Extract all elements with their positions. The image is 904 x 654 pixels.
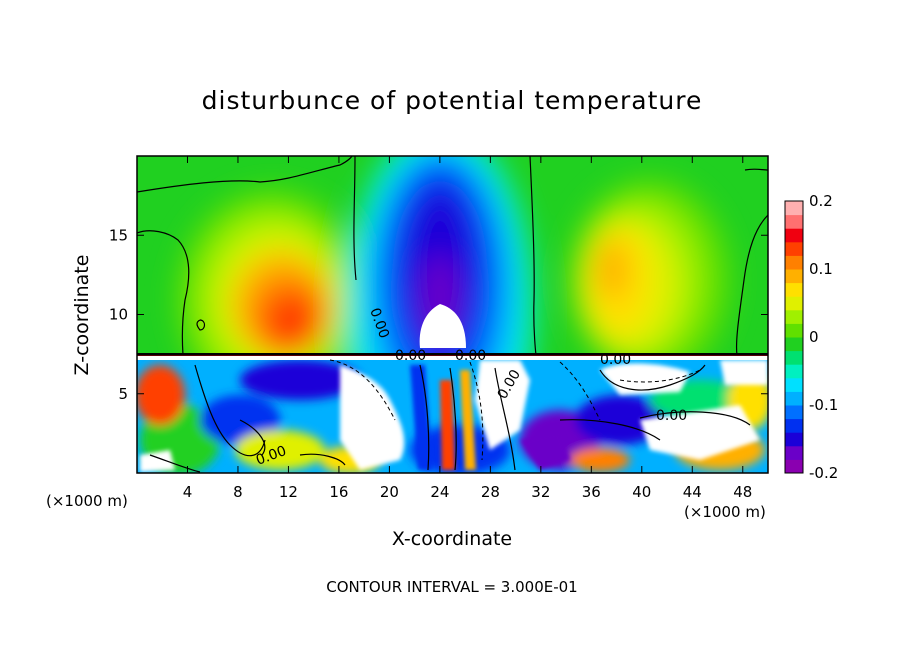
colorbar-tick-label: -0.1 bbox=[809, 396, 838, 414]
y-axis-ticks: 5 10 15 bbox=[109, 226, 768, 403]
x-unit-left: (×1000 m) bbox=[46, 492, 128, 510]
colorbar-swatch bbox=[785, 323, 803, 338]
colorbar-swatch bbox=[785, 445, 803, 460]
colorbar-swatch bbox=[785, 282, 803, 297]
colorbar-swatch bbox=[785, 418, 803, 433]
colorbar-tick-label: 0.2 bbox=[809, 192, 833, 210]
x-unit-right: (×1000 m) bbox=[684, 503, 766, 521]
x-tick-label: 36 bbox=[582, 483, 601, 501]
colorbar-frame bbox=[784, 200, 804, 474]
colorbar-swatch bbox=[785, 459, 803, 474]
y-tick-label: 5 bbox=[118, 385, 128, 403]
x-tick-label: 40 bbox=[632, 483, 651, 501]
x-tick-label: 12 bbox=[279, 483, 298, 501]
colorbar-swatch bbox=[785, 296, 803, 311]
field-layer bbox=[137, 156, 768, 473]
colorbar-swatch bbox=[785, 309, 803, 324]
colorbar-swatch bbox=[785, 269, 803, 284]
y-tick-label: 10 bbox=[109, 306, 128, 324]
contour-label: 0.00 bbox=[656, 408, 687, 424]
colorbar-swatch bbox=[785, 241, 803, 256]
y-tick-label: 15 bbox=[109, 226, 128, 244]
x-tick-label: 8 bbox=[233, 483, 243, 501]
colorbar-swatch bbox=[785, 405, 803, 420]
x-tick-label: 48 bbox=[733, 483, 752, 501]
colorbar: 0.2 0.1 0 -0.1 -0.2 bbox=[784, 192, 838, 482]
contour-label: 0.00 bbox=[455, 348, 486, 364]
colorbar-swatch bbox=[785, 214, 803, 229]
chart-title: disturbunce of potential temperature bbox=[201, 86, 703, 115]
x-axis-label: X-coordinate bbox=[391, 528, 513, 550]
colorbar-swatch bbox=[785, 255, 803, 270]
y-axis-label: Z-coordinate bbox=[71, 254, 93, 376]
contour-label: 0.00 bbox=[600, 352, 631, 368]
colorbar-tick-label: -0.2 bbox=[809, 464, 838, 482]
colorbar-swatch bbox=[785, 350, 803, 365]
colorbar-tick-label: 0 bbox=[809, 328, 819, 346]
colorbar-swatch bbox=[785, 364, 803, 379]
colorbar-swatch bbox=[785, 391, 803, 406]
x-tick-label: 24 bbox=[430, 483, 449, 501]
contour-interval: CONTOUR INTERVAL = 3.000E-01 bbox=[326, 578, 578, 596]
x-tick-label: 16 bbox=[329, 483, 348, 501]
colorbar-swatch bbox=[785, 432, 803, 447]
x-tick-label: 32 bbox=[531, 483, 550, 501]
colorbar-swatch bbox=[785, 337, 803, 352]
x-axis-ticks: 4 8 12 16 20 24 28 32 36 40 44 48 bbox=[183, 156, 752, 501]
x-tick-label: 20 bbox=[380, 483, 399, 501]
colorbar-swatch bbox=[785, 201, 803, 216]
colorbar-swatch bbox=[785, 228, 803, 243]
colorbar-swatch bbox=[785, 377, 803, 392]
x-tick-label: 4 bbox=[183, 483, 193, 501]
colorbar-tick-label: 0.1 bbox=[809, 260, 833, 278]
x-tick-label: 44 bbox=[683, 483, 702, 501]
contour-label: 0.00 bbox=[395, 348, 426, 364]
x-tick-label: 28 bbox=[481, 483, 500, 501]
